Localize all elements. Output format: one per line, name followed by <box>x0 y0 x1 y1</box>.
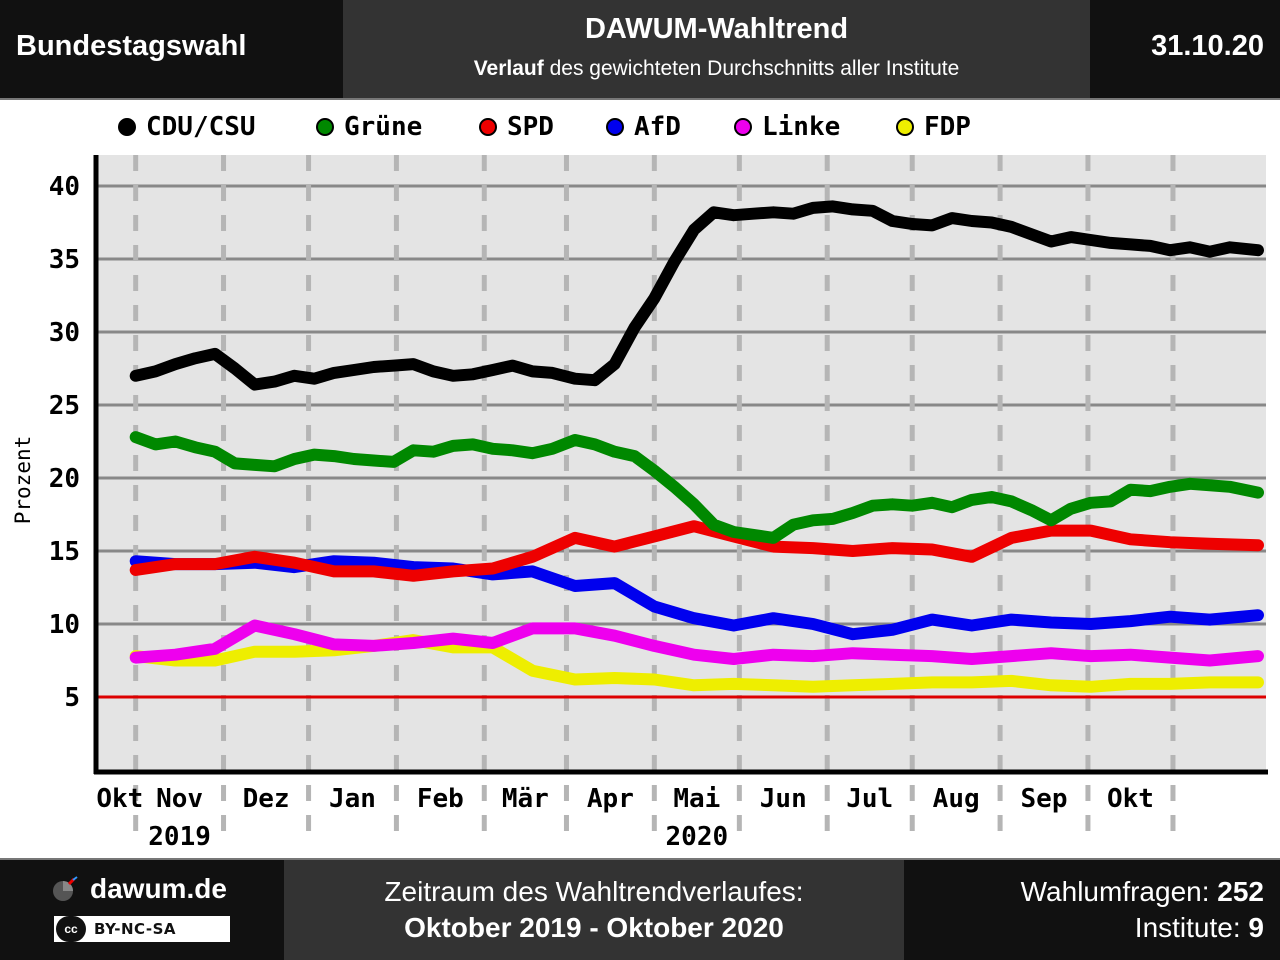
x-month-label: Jun <box>760 784 807 814</box>
y-tick-30: 30 <box>49 318 80 348</box>
chart-subtitle: Verlauf des gewichteten Durchschnitts al… <box>343 57 1090 81</box>
x-month-label: Sep <box>1021 784 1068 814</box>
creative-commons-icon: cc <box>56 916 86 942</box>
legend-dot-spd <box>479 118 497 136</box>
header-center-panel <box>343 0 1090 98</box>
election-name: Bundestagswahl <box>16 30 247 62</box>
period-value: Oktober 2019 - Oktober 2020 <box>404 912 784 943</box>
y-tick-40: 40 <box>49 172 80 202</box>
legend-item-spd: SPD <box>479 112 554 142</box>
legend-label-cdu-csu: CDU/CSU <box>146 112 256 142</box>
legend-item-linke: Linke <box>734 112 840 142</box>
chart-date: 31.10.20 <box>1151 30 1264 62</box>
legend-item-afd: AfD <box>606 112 681 142</box>
legend-dot-gruene <box>316 118 334 136</box>
x-month-label: Jul <box>846 784 893 814</box>
legend-label-afd: AfD <box>634 112 681 142</box>
legend: CDU/CSU Grüne SPD AfD Linke FDP <box>0 108 1280 148</box>
x-year-label-2020: 2020 <box>666 822 729 852</box>
legend-label-linke: Linke <box>762 112 841 142</box>
x-month-label: Okt <box>1107 784 1154 814</box>
x-month-label: Jan <box>329 784 376 814</box>
x-year-label-2019: 2019 <box>148 822 211 852</box>
institutes-label: Institute: <box>1134 912 1249 943</box>
legend-dot-cdu-csu <box>118 118 136 136</box>
x-month-label: Apr <box>587 784 634 814</box>
x-year-labels: 2019 2020 <box>148 822 728 852</box>
legend-item-fdp: FDP <box>896 112 971 142</box>
y-tick-20: 20 <box>49 464 80 494</box>
y-tick-35: 35 <box>49 245 80 275</box>
institutes-value: 9 <box>1248 912 1264 943</box>
series-lines <box>129 200 1264 693</box>
polls-count: Wahlumfragen: 252 <box>1021 876 1264 908</box>
legend-label-fdp: FDP <box>924 112 971 142</box>
period-label: Zeitraum des Wahltrendverlaufes: <box>384 876 804 907</box>
subtitle-rest: des gewichteten Durchschnitts aller Inst… <box>543 57 960 80</box>
license-label: BY-NC-SA <box>94 920 177 938</box>
legend-label-spd: SPD <box>507 112 554 142</box>
y-axis-label: Prozent <box>11 436 35 525</box>
polls-value: 252 <box>1217 876 1264 907</box>
y-tick-labels: 5 10 15 20 25 30 35 40 <box>49 172 80 713</box>
polls-label: Wahlumfragen: <box>1020 876 1218 907</box>
license-badge[interactable]: cc BY-NC-SA <box>52 914 232 944</box>
legend-dot-afd <box>606 118 624 136</box>
bomb-logo-icon <box>53 876 78 901</box>
legend-item-gruene: Grüne <box>316 112 422 142</box>
footer-divider <box>0 858 1280 860</box>
subtitle-bold: Verlauf <box>473 57 544 80</box>
brand-name: dawum.de <box>90 873 227 904</box>
x-month-labels: Okt Nov Dez Jan Feb Mär Apr Mai Jun Jul Aug Sep Okt <box>96 784 1154 814</box>
y-tick-10: 10 <box>49 610 80 640</box>
y-tick-5: 5 <box>64 683 80 713</box>
y-tick-15: 15 <box>49 537 80 567</box>
legend-item-cdu-csu: CDU/CSU <box>118 112 256 142</box>
line-chart: 5 10 15 20 25 30 35 40 Prozent Okt Nov Dez Jan Feb M… <box>11 155 1268 852</box>
x-month-label: Aug <box>933 784 980 814</box>
x-month-label: Feb <box>417 784 464 814</box>
legend-dot-fdp <box>896 118 914 136</box>
legend-dot-linke <box>734 118 752 136</box>
x-month-label: Mär <box>502 784 549 814</box>
chart-title: DAWUM-Wahltrend <box>584 13 849 45</box>
legend-label-gruene: Grüne <box>344 112 423 142</box>
brand[interactable]: dawum.de <box>52 873 227 905</box>
x-month-label: Okt <box>96 784 143 814</box>
x-month-label: Dez <box>243 784 290 814</box>
header-divider <box>0 98 1280 100</box>
footer-center-panel <box>284 860 904 960</box>
y-tick-25: 25 <box>49 391 80 421</box>
x-month-label: Nov <box>156 784 203 814</box>
x-month-label: Mai <box>673 784 720 814</box>
institutes-count: Institute: 9 <box>1135 912 1264 944</box>
